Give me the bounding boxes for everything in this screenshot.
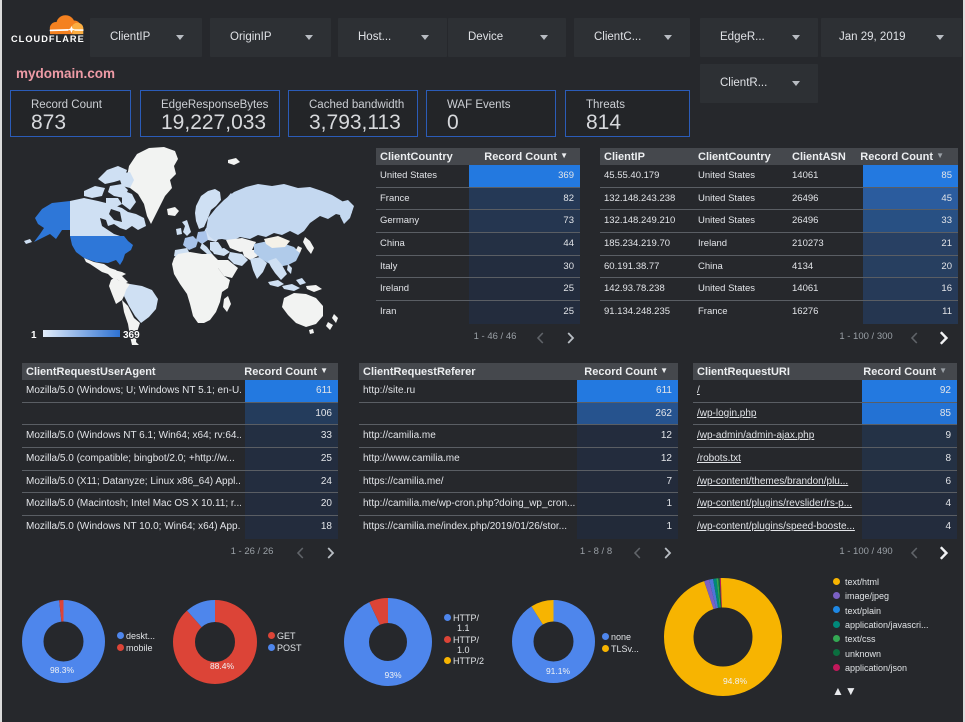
svg-text:CLOUDFLARE: CLOUDFLARE: [11, 34, 85, 44]
svg-text:369: 369: [123, 330, 140, 341]
svg-text:1: 1: [31, 330, 37, 341]
